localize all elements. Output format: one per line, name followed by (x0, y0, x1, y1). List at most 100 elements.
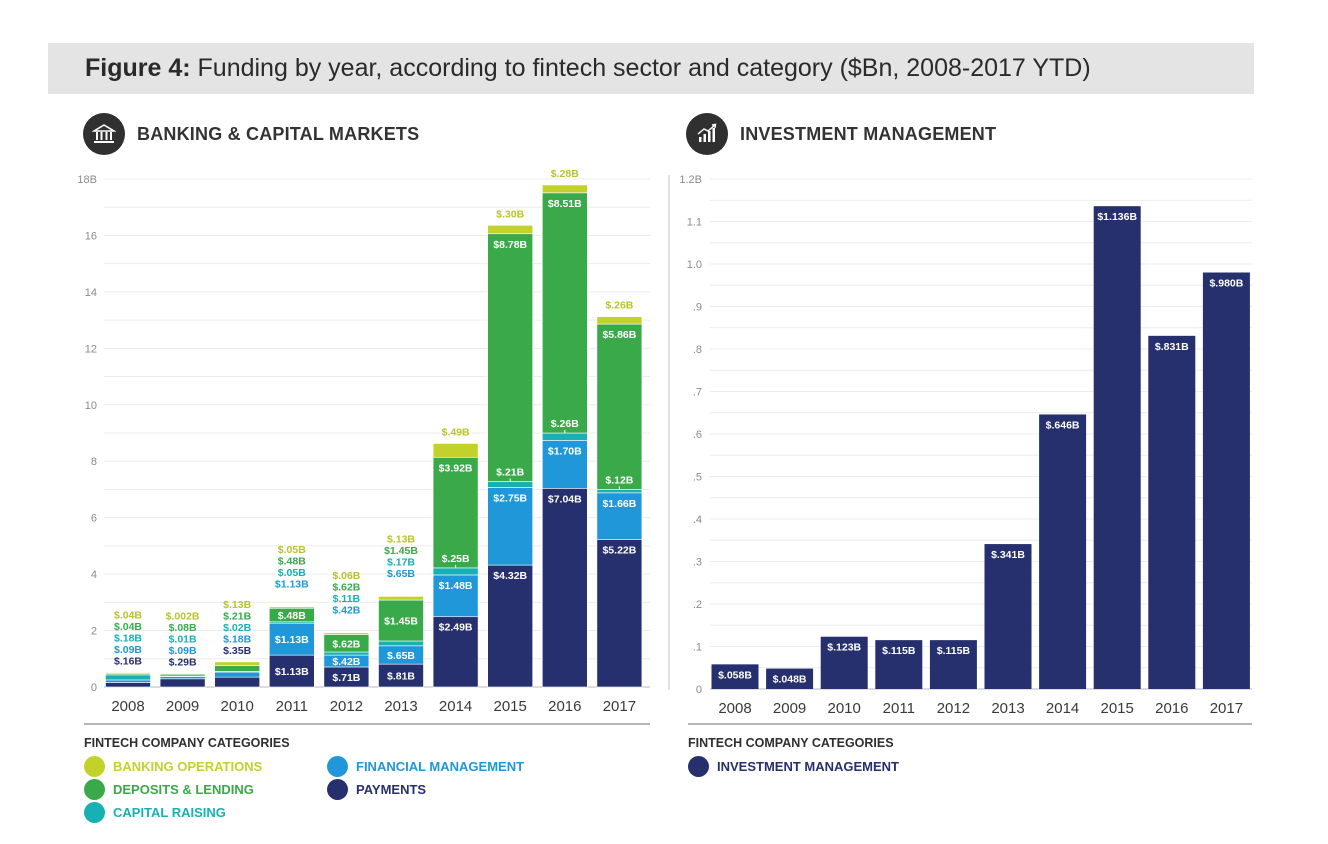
y-tick-label: .7 (693, 387, 702, 399)
data-label: $1.45B (384, 545, 418, 557)
data-label: $1.136B (1097, 211, 1137, 223)
bar-segment (487, 224, 534, 235)
bar-segment (214, 671, 260, 678)
bar-segment (596, 492, 643, 540)
data-label: $.115B (937, 645, 971, 657)
bar-segment (323, 632, 370, 635)
legend-item-financial-management: FINANCIAL MANAGEMENT (327, 756, 524, 777)
data-label: $2.75B (493, 492, 527, 504)
bar-segment (596, 539, 643, 688)
bar-segment (487, 481, 534, 488)
bar-segment (596, 489, 643, 494)
y-tick-label: 12 (85, 343, 97, 355)
right-legend-title: FINTECH COMPANY CATEGORIES (688, 736, 894, 750)
legend-swatch (688, 756, 709, 777)
legend-swatch (327, 756, 348, 777)
y-tick-label: 0 (696, 684, 702, 696)
y-tick-label: .8 (693, 344, 702, 356)
data-label: $.04B (114, 621, 142, 633)
left-section-header: BANKING & CAPITAL MARKETS (83, 113, 419, 155)
legend-swatch (327, 779, 348, 800)
data-label: $.980B (1209, 278, 1243, 290)
data-label: $.71B (332, 672, 360, 684)
x-tick-label: 2009 (773, 700, 806, 717)
data-label: $5.86B (602, 329, 636, 341)
bar-segment (487, 487, 534, 566)
bar-segment (268, 606, 315, 609)
data-label: $.26B (551, 418, 579, 430)
legend-swatch (84, 779, 105, 800)
data-label: $.26B (605, 300, 633, 312)
data-label: $.058B (718, 669, 752, 681)
bar-segment (378, 596, 424, 601)
data-label: $1.66B (602, 498, 636, 510)
data-label: $.28B (551, 168, 579, 180)
bar (1093, 206, 1141, 689)
bar-segment (105, 672, 151, 675)
data-label: $.18B (114, 633, 142, 645)
data-label: $.115B (882, 645, 916, 657)
data-label: $4.32B (493, 570, 527, 582)
bar-segment (323, 651, 370, 656)
x-tick-label: 2012 (330, 698, 363, 715)
data-label: $.42B (332, 656, 360, 668)
x-tick-label: 2011 (276, 698, 308, 715)
data-label: $.18B (223, 633, 251, 645)
figure-prefix: Figure 4: (85, 54, 191, 82)
legend-item-capital-raising: CAPITAL RAISING (84, 802, 226, 823)
data-label: $.01B (169, 634, 197, 646)
y-tick-label: 8 (91, 456, 97, 468)
data-label: $.29B (169, 657, 197, 669)
x-tick-label: 2010 (221, 698, 254, 715)
data-label: $.35B (223, 645, 251, 657)
bar-segment (596, 316, 643, 325)
bar-segment (268, 622, 315, 656)
x-tick-label: 2014 (439, 698, 472, 715)
bar (766, 668, 814, 689)
figure-title: Figure 4: Funding by year, according to … (85, 54, 1091, 83)
x-tick-label: 2014 (1046, 700, 1079, 717)
data-label: $1.13B (275, 578, 309, 590)
legend-item-payments: PAYMENTS (327, 779, 426, 800)
growth-chart-icon (686, 113, 728, 155)
legend-label: DEPOSITS & LENDING (113, 782, 254, 797)
data-label: $.62B (332, 638, 360, 650)
data-label: $.16B (114, 656, 142, 668)
data-label: $2.49B (439, 622, 473, 634)
data-label: $3.92B (439, 462, 473, 474)
left-legend-title: FINTECH COMPANY CATEGORIES (84, 736, 290, 750)
bar-segment (541, 488, 588, 688)
data-label: $.09B (169, 645, 197, 657)
data-label: $.123B (827, 642, 861, 654)
y-tick-label: 4 (91, 569, 97, 581)
bar-segment (105, 682, 151, 688)
bar-segment (541, 184, 588, 194)
data-label: $.25B (442, 553, 470, 565)
bar-segment (214, 676, 260, 688)
data-label: $.13B (387, 533, 415, 545)
legend-item-deposits-lending: DEPOSITS & LENDING (84, 779, 254, 800)
bar (875, 640, 923, 689)
data-label: $7.04B (548, 493, 582, 505)
data-label: $.12B (605, 474, 633, 486)
bar-segment (487, 233, 534, 482)
y-tick-label: 1.1 (687, 217, 702, 229)
y-tick-label: .4 (693, 514, 702, 526)
data-label: $.21B (496, 467, 524, 479)
y-tick-label: 6 (91, 513, 97, 525)
data-label: $1.13B (275, 634, 309, 646)
data-label: $1.13B (275, 666, 309, 678)
data-label: $.11B (333, 593, 361, 605)
bar (1148, 335, 1196, 689)
data-label: $1.48B (439, 580, 473, 592)
data-label: $5.22B (602, 545, 636, 557)
bar (711, 664, 759, 689)
x-tick-label: 2009 (166, 698, 199, 715)
legend-item-investment-management: INVESTMENT MANAGEMENT (688, 756, 899, 777)
data-label: $.831B (1155, 341, 1189, 353)
bar-segment (159, 678, 206, 688)
bar-segment (378, 599, 424, 642)
data-label: $.13B (223, 599, 251, 611)
legend-swatch (84, 802, 105, 823)
